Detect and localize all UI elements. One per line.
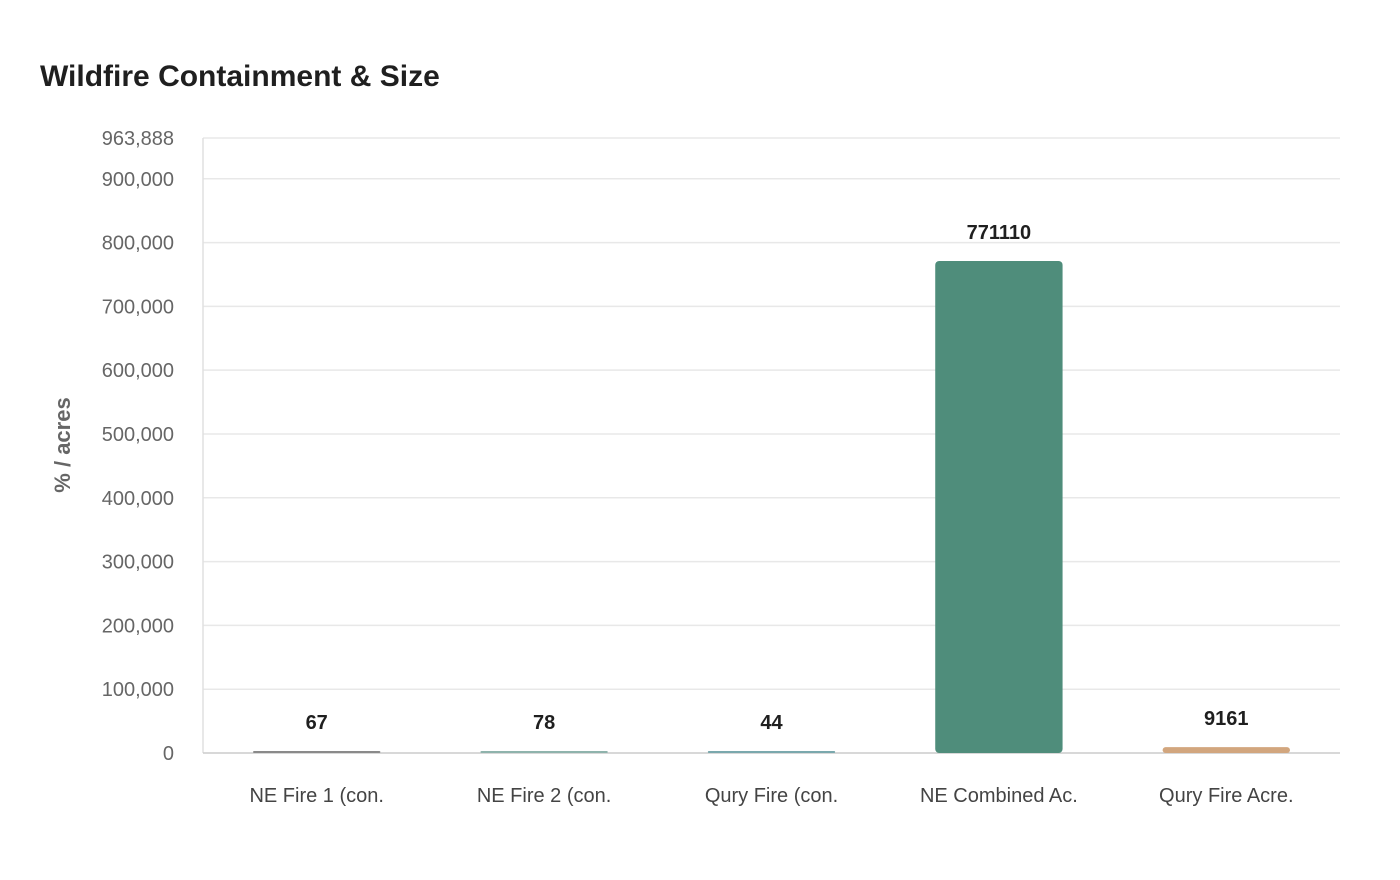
data-labels: 67 78 44 771110 9161	[306, 222, 1249, 734]
y-tick-label: 100,000	[102, 679, 174, 701]
y-tick-label: 900,000	[102, 169, 174, 191]
x-category-label: Qury Fire Acre.	[1159, 785, 1293, 807]
y-axis-ticks: 0 100,000 200,000 300,000 400,000 500,000 600,…	[102, 128, 174, 765]
y-tick-label: 300,000	[102, 552, 174, 574]
gridlines	[203, 137, 1340, 690]
data-label: 771110	[967, 222, 1032, 244]
y-tick-label: 400,000	[102, 488, 174, 510]
data-label: 78	[533, 712, 555, 734]
chart-title: Wildfire Containment & Size	[40, 60, 440, 93]
data-label: 44	[760, 712, 783, 734]
data-label: 9161	[1204, 708, 1249, 730]
x-axis-categories: NE Fire 1 (con. NE Fire 2 (con. Qury Fire …	[249, 785, 1293, 807]
bar[interactable]	[1162, 747, 1290, 753]
data-label: 67	[306, 712, 328, 734]
y-tick-label: 963,888	[102, 128, 174, 150]
x-category-label: NE Combined Ac.	[920, 785, 1078, 807]
y-tick-label: 800,000	[102, 233, 174, 255]
bars	[253, 261, 1290, 753]
bar[interactable]	[253, 751, 381, 753]
bar[interactable]	[480, 751, 608, 753]
x-category-label: NE Fire 1 (con.	[249, 785, 383, 807]
x-category-label: Qury Fire (con.	[705, 785, 838, 807]
bar[interactable]	[935, 261, 1063, 753]
y-tick-label: 600,000	[102, 360, 174, 382]
y-tick-label: 0	[163, 743, 174, 765]
y-axis-title: % / acres	[50, 397, 75, 492]
bar[interactable]	[707, 751, 836, 753]
y-tick-label: 700,000	[102, 296, 174, 318]
x-category-label: NE Fire 2 (con.	[477, 785, 611, 807]
y-tick-label: 500,000	[102, 424, 174, 446]
y-tick-label: 200,000	[102, 615, 174, 637]
